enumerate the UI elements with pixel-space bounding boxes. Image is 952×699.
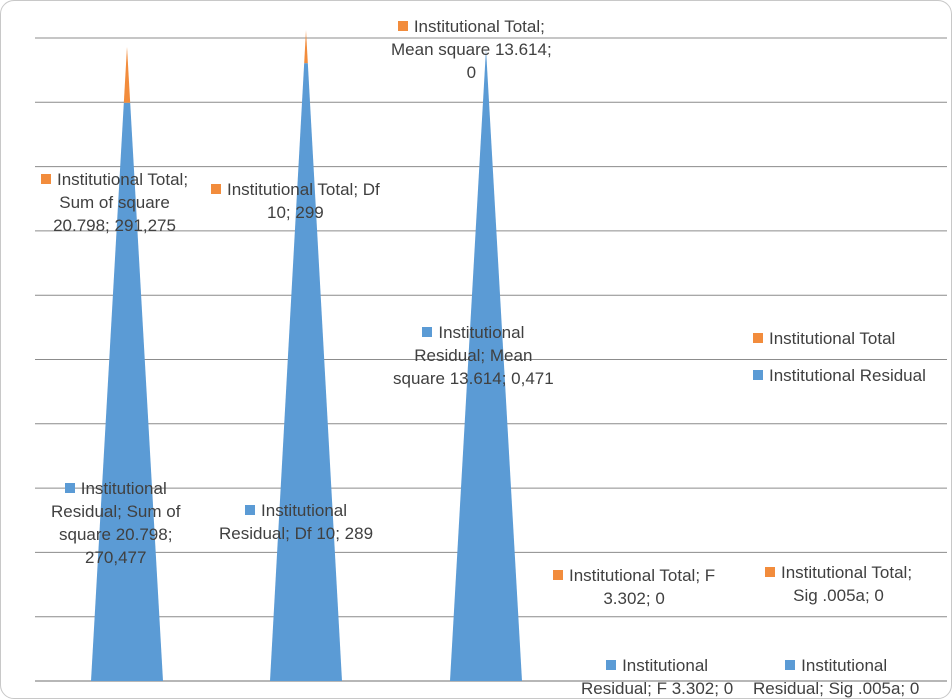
label-marker [41,174,51,184]
data-label-total-4: Institutional Total; Sig .005a; 0 [765,561,912,607]
data-label-text: Sig .005a; 0 [793,586,884,605]
data-label-line: Residual; F 3.302; 0 [581,677,734,698]
data-label-line: Residual; Df 10; 289 [219,522,373,545]
data-label-line: 3.302; 0 [553,587,715,610]
data-label-line: square 20.798; [51,523,180,546]
data-label-text: Mean square 13.614; [391,40,552,59]
data-label-text: Residual; Sum of [51,502,181,521]
data-label-residual-2: Institutional Residual; Mean square 13.614… [393,321,554,390]
data-label-text: Residual; F 3.302; 0 [581,679,734,698]
total-cone-segment [304,30,308,64]
data-label-text: 0 [466,63,477,82]
data-label-text: Institutional Total; [781,563,913,582]
legend-item-total: Institutional Total [753,327,926,364]
data-label-text: Institutional Total; [413,17,545,36]
data-label-line: Institutional Total; Df [211,178,380,201]
legend-residual-label: Institutional Residual [769,366,926,385]
data-label-text: 10; 299 [267,203,324,222]
data-label-text: Sum of square [59,193,170,212]
total-cone-segment [123,46,131,103]
data-label-residual-0: Institutional Residual; Sum of square 20.7… [51,477,180,569]
data-label-line: Mean square 13.614; [391,38,552,61]
residual-cone-segment [450,49,522,681]
data-label-line: Institutional Total; [41,168,188,191]
label-marker [422,327,433,337]
data-label-line: Institutional Total; [391,15,552,38]
data-label-line: Sig .005a; 0 [765,584,912,607]
data-label-text: Institutional Total; [57,170,189,189]
residual-cone-segment [270,63,342,682]
data-label-text: Residual; Sig .005a; 0 [753,679,920,698]
label-marker [553,570,563,580]
data-label-line: 0 [391,61,552,84]
data-label-line: 270,477 [51,546,180,569]
data-label-total-1: Institutional Total; Df 10; 299 [211,178,380,224]
data-label-text: 3.302; 0 [603,589,665,608]
data-label-line: Institutional Total; F [553,564,715,587]
legend-total-swatch [753,333,763,343]
data-label-line: 10; 299 [211,201,380,224]
data-label-line: 20.798; 291,275 [41,214,188,237]
data-label-line: Residual; Mean [393,344,554,367]
legend-residual-swatch [753,370,763,380]
data-label-text: Institutional [261,501,348,520]
legend-total-label: Institutional Total [769,329,896,348]
data-label-text: Institutional Total; F [569,566,716,585]
label-marker [785,660,796,670]
data-label-line: square 13.614; 0,471 [393,367,554,390]
data-label-line: Institutional [753,654,919,677]
data-label-residual-4: Institutional Residual; Sig .005a; 0 [753,654,920,698]
label-marker [211,184,221,194]
data-label-text: Residual; Df 10; 289 [219,524,374,543]
data-label-text: Institutional [80,479,167,498]
label-marker [64,483,75,493]
data-label-text: 20.798; 291,275 [53,216,176,235]
data-label-line: Residual; Sum of [51,500,180,523]
label-marker [245,505,256,515]
data-label-text: Institutional [622,656,709,675]
data-label-text: 270,477 [85,548,147,567]
data-label-line: Sum of square [41,191,188,214]
data-label-residual-1: Institutional Residual; Df 10; 289 [219,499,373,545]
data-label-text: square 20.798; [59,525,173,544]
data-label-text: Institutional [438,323,525,342]
data-label-total-2: Institutional Total; Mean square 13.614; 0 [391,15,552,84]
data-label-text: Residual; Mean [414,346,533,365]
data-label-residual-3: Institutional Residual; F 3.302; 0 [581,654,734,698]
legend: Institutional Total Institutional Residu… [753,327,926,401]
data-label-text: Institutional [801,656,888,675]
data-label-text: square 13.614; 0,471 [393,369,554,388]
label-marker [397,21,408,31]
data-label-line: Institutional [219,499,373,522]
residual-cone-segment [91,102,163,681]
data-label-line: Institutional [51,477,180,500]
data-label-line: Residual; Sig .005a; 0 [753,677,920,698]
data-label-line: Institutional Total; [765,561,912,584]
data-label-line: Institutional [581,654,733,677]
data-label-total-0: Institutional Total; Sum of square 20.798;… [41,168,188,237]
data-label-line: Institutional [393,321,554,344]
label-marker [606,660,617,670]
label-marker [765,567,775,577]
legend-item-residual: Institutional Residual [753,364,926,401]
data-label-text: Institutional Total; Df [227,180,380,199]
data-label-total-3: Institutional Total; F 3.302; 0 [553,564,715,610]
